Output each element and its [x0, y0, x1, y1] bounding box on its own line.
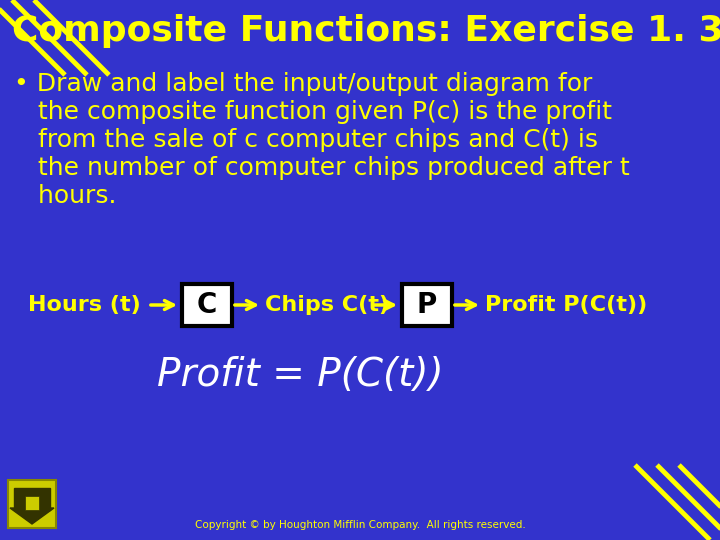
Text: Hours (t): Hours (t) [28, 295, 140, 315]
Polygon shape [10, 508, 54, 524]
Bar [182, 284, 232, 326]
Polygon shape [25, 496, 39, 510]
Text: Chips C(t): Chips C(t) [265, 295, 389, 315]
Text: Profit P(C(t)): Profit P(C(t)) [485, 295, 647, 315]
Text: • Draw and label the input/output diagram for: • Draw and label the input/output diagra… [14, 72, 593, 96]
Text: C: C [197, 291, 217, 319]
Bar [402, 284, 452, 326]
Text: P: P [417, 291, 437, 319]
Text: Composite Functions: Exercise 1. 3 #9: Composite Functions: Exercise 1. 3 #9 [12, 14, 720, 48]
Text: Copyright © by Houghton Mifflin Company.  All rights reserved.: Copyright © by Houghton Mifflin Company.… [194, 520, 526, 530]
Text: Profit = P(C(t)): Profit = P(C(t)) [157, 356, 444, 394]
Text: the number of computer chips produced after t: the number of computer chips produced af… [14, 156, 630, 180]
Bar [8, 480, 56, 528]
Text: hours.: hours. [14, 184, 117, 208]
Text: the composite function given P(c) is the profit: the composite function given P(c) is the… [14, 100, 612, 124]
Text: from the sale of c computer chips and C(t) is: from the sale of c computer chips and C(… [14, 128, 598, 152]
Polygon shape [14, 488, 50, 510]
